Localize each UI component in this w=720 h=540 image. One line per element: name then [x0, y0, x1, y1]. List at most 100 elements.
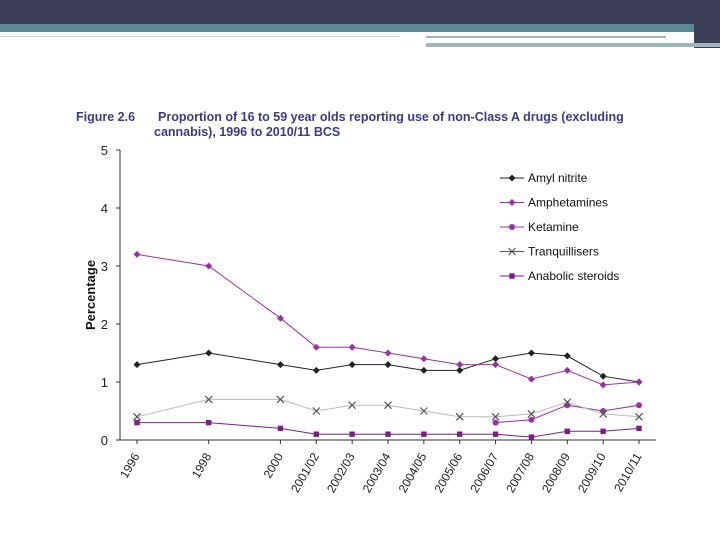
data-point-tranquillisers	[635, 412, 643, 421]
y-tick-label: 2	[101, 317, 108, 332]
data-point-amyl-nitrite	[492, 355, 500, 363]
data-point-tranquillisers	[133, 412, 141, 421]
data-point-amyl-nitrite	[205, 349, 213, 357]
chart-legend: Amyl nitrite Amphetamines Ketamine Tranquil…	[500, 171, 619, 283]
data-point-amyl-nitrite	[384, 361, 392, 369]
x-tick-label: 2003/04	[360, 450, 394, 495]
x-marker-stroke	[276, 395, 285, 404]
x-marker-stroke	[133, 412, 141, 421]
series-ketamine	[492, 402, 642, 426]
legend-label: Amyl nitrite	[528, 171, 588, 185]
legend-marker	[509, 273, 515, 279]
x-marker-stroke	[419, 407, 428, 415]
legend-item-ketamine: Ketamine	[500, 220, 579, 234]
y-axis-label: Percentage	[83, 260, 98, 330]
x-marker-stroke	[384, 401, 392, 410]
x-tick-label: 2008/09	[539, 450, 573, 495]
legend-item-amyl-nitrite: Amyl nitrite	[500, 171, 588, 185]
x-tick-label: 2004/05	[396, 450, 430, 495]
data-point-amphetamines	[456, 361, 464, 369]
legend-marker	[509, 224, 515, 230]
x-tick-label: 2009/10	[575, 450, 609, 495]
data-point-tranquillisers	[455, 412, 464, 421]
data-point-anabolic-steroids	[564, 428, 570, 434]
data-point-amyl-nitrite	[456, 366, 464, 374]
data-point-anabolic-steroids	[349, 431, 355, 437]
data-point-amphetamines	[420, 355, 428, 363]
data-point-amyl-nitrite	[133, 361, 141, 369]
data-point-anabolic-steroids	[492, 431, 499, 437]
data-point-tranquillisers	[563, 398, 572, 407]
legend-label: Amphetamines	[528, 196, 608, 210]
data-point-amphetamines	[276, 314, 284, 322]
y-tick-label: 1	[101, 375, 108, 390]
data-point-amyl-nitrite	[420, 366, 428, 374]
data-point-anabolic-steroids	[385, 431, 391, 437]
x-marker-stroke	[491, 412, 500, 421]
legend-label: Ketamine	[528, 220, 579, 234]
data-point-anabolic-steroids	[134, 419, 140, 426]
slide-divider-line	[0, 36, 400, 37]
data-point-tranquillisers	[491, 412, 500, 421]
x-tick-label: 1998	[189, 450, 215, 480]
x-marker-stroke	[635, 412, 643, 421]
legend-marker	[508, 247, 516, 256]
slide-accent-bar	[0, 24, 720, 32]
x-marker-stroke	[455, 412, 464, 421]
figure-title-line2: cannabis), 1996 to 2010/11 BCS	[154, 125, 341, 139]
slide-top-bar	[0, 0, 720, 24]
x-tick-label: 2010/11	[611, 450, 645, 494]
legend-item-tranquillisers: Tranquillisers	[500, 245, 599, 259]
x-marker-stroke	[508, 247, 516, 256]
data-point-amphetamines	[205, 262, 213, 270]
x-tick-label: 2000	[261, 450, 287, 480]
data-point-amyl-nitrite	[527, 349, 535, 357]
data-point-tranquillisers	[599, 409, 608, 418]
data-point-tranquillisers	[312, 407, 321, 415]
x-tick-label: 2002/03	[324, 450, 358, 495]
data-point-amyl-nitrite	[563, 352, 571, 360]
data-point-tranquillisers	[276, 395, 285, 404]
legend-item-anabolic-steroids: Anabolic steroids	[500, 269, 619, 283]
data-point-anabolic-steroids	[277, 425, 284, 432]
data-point-amphetamines	[384, 349, 392, 357]
data-point-tranquillisers	[348, 401, 357, 410]
data-point-ketamine	[528, 416, 535, 423]
slide-accent-line	[426, 43, 720, 47]
data-point-anabolic-steroids	[313, 431, 319, 437]
data-point-amphetamines	[599, 381, 607, 389]
x-tick-label: 1996	[117, 450, 143, 480]
chart-series	[133, 250, 643, 440]
x-marker-stroke	[348, 401, 357, 410]
data-point-tranquillisers	[384, 401, 392, 410]
data-point-anabolic-steroids	[457, 431, 463, 437]
data-point-amphetamines	[133, 250, 141, 258]
y-tick-label: 4	[101, 201, 108, 216]
data-point-anabolic-steroids	[528, 434, 535, 440]
data-point-ketamine	[636, 402, 642, 409]
figure-title-line1: Proportion of 16 to 59 year olds reporti…	[158, 110, 624, 124]
x-tick-label: 2007/08	[503, 450, 537, 495]
data-point-tranquillisers	[527, 409, 536, 418]
figure-number: Figure 2.6	[76, 110, 136, 124]
data-point-anabolic-steroids	[421, 431, 427, 437]
data-point-anabolic-steroids	[636, 425, 642, 432]
slide-corner-block	[694, 0, 720, 48]
data-point-tranquillisers	[419, 407, 428, 415]
x-tick-label: 2005/06	[431, 450, 465, 495]
data-point-amyl-nitrite	[312, 366, 320, 374]
series-amphetamines	[133, 250, 643, 389]
data-point-amphetamines	[312, 343, 320, 351]
x-marker-stroke	[204, 395, 213, 404]
y-tick-label: 0	[101, 433, 108, 448]
data-point-ketamine	[492, 419, 499, 426]
data-point-amyl-nitrite	[348, 361, 356, 369]
x-tick-label: 2006/07	[467, 450, 501, 495]
data-point-amphetamines	[563, 366, 571, 374]
data-point-amyl-nitrite	[276, 361, 284, 369]
legend-label: Anabolic steroids	[528, 269, 619, 283]
slide-accent-line	[426, 36, 666, 38]
x-marker-stroke	[599, 409, 608, 418]
x-tick-label: 2001/02	[288, 450, 322, 495]
